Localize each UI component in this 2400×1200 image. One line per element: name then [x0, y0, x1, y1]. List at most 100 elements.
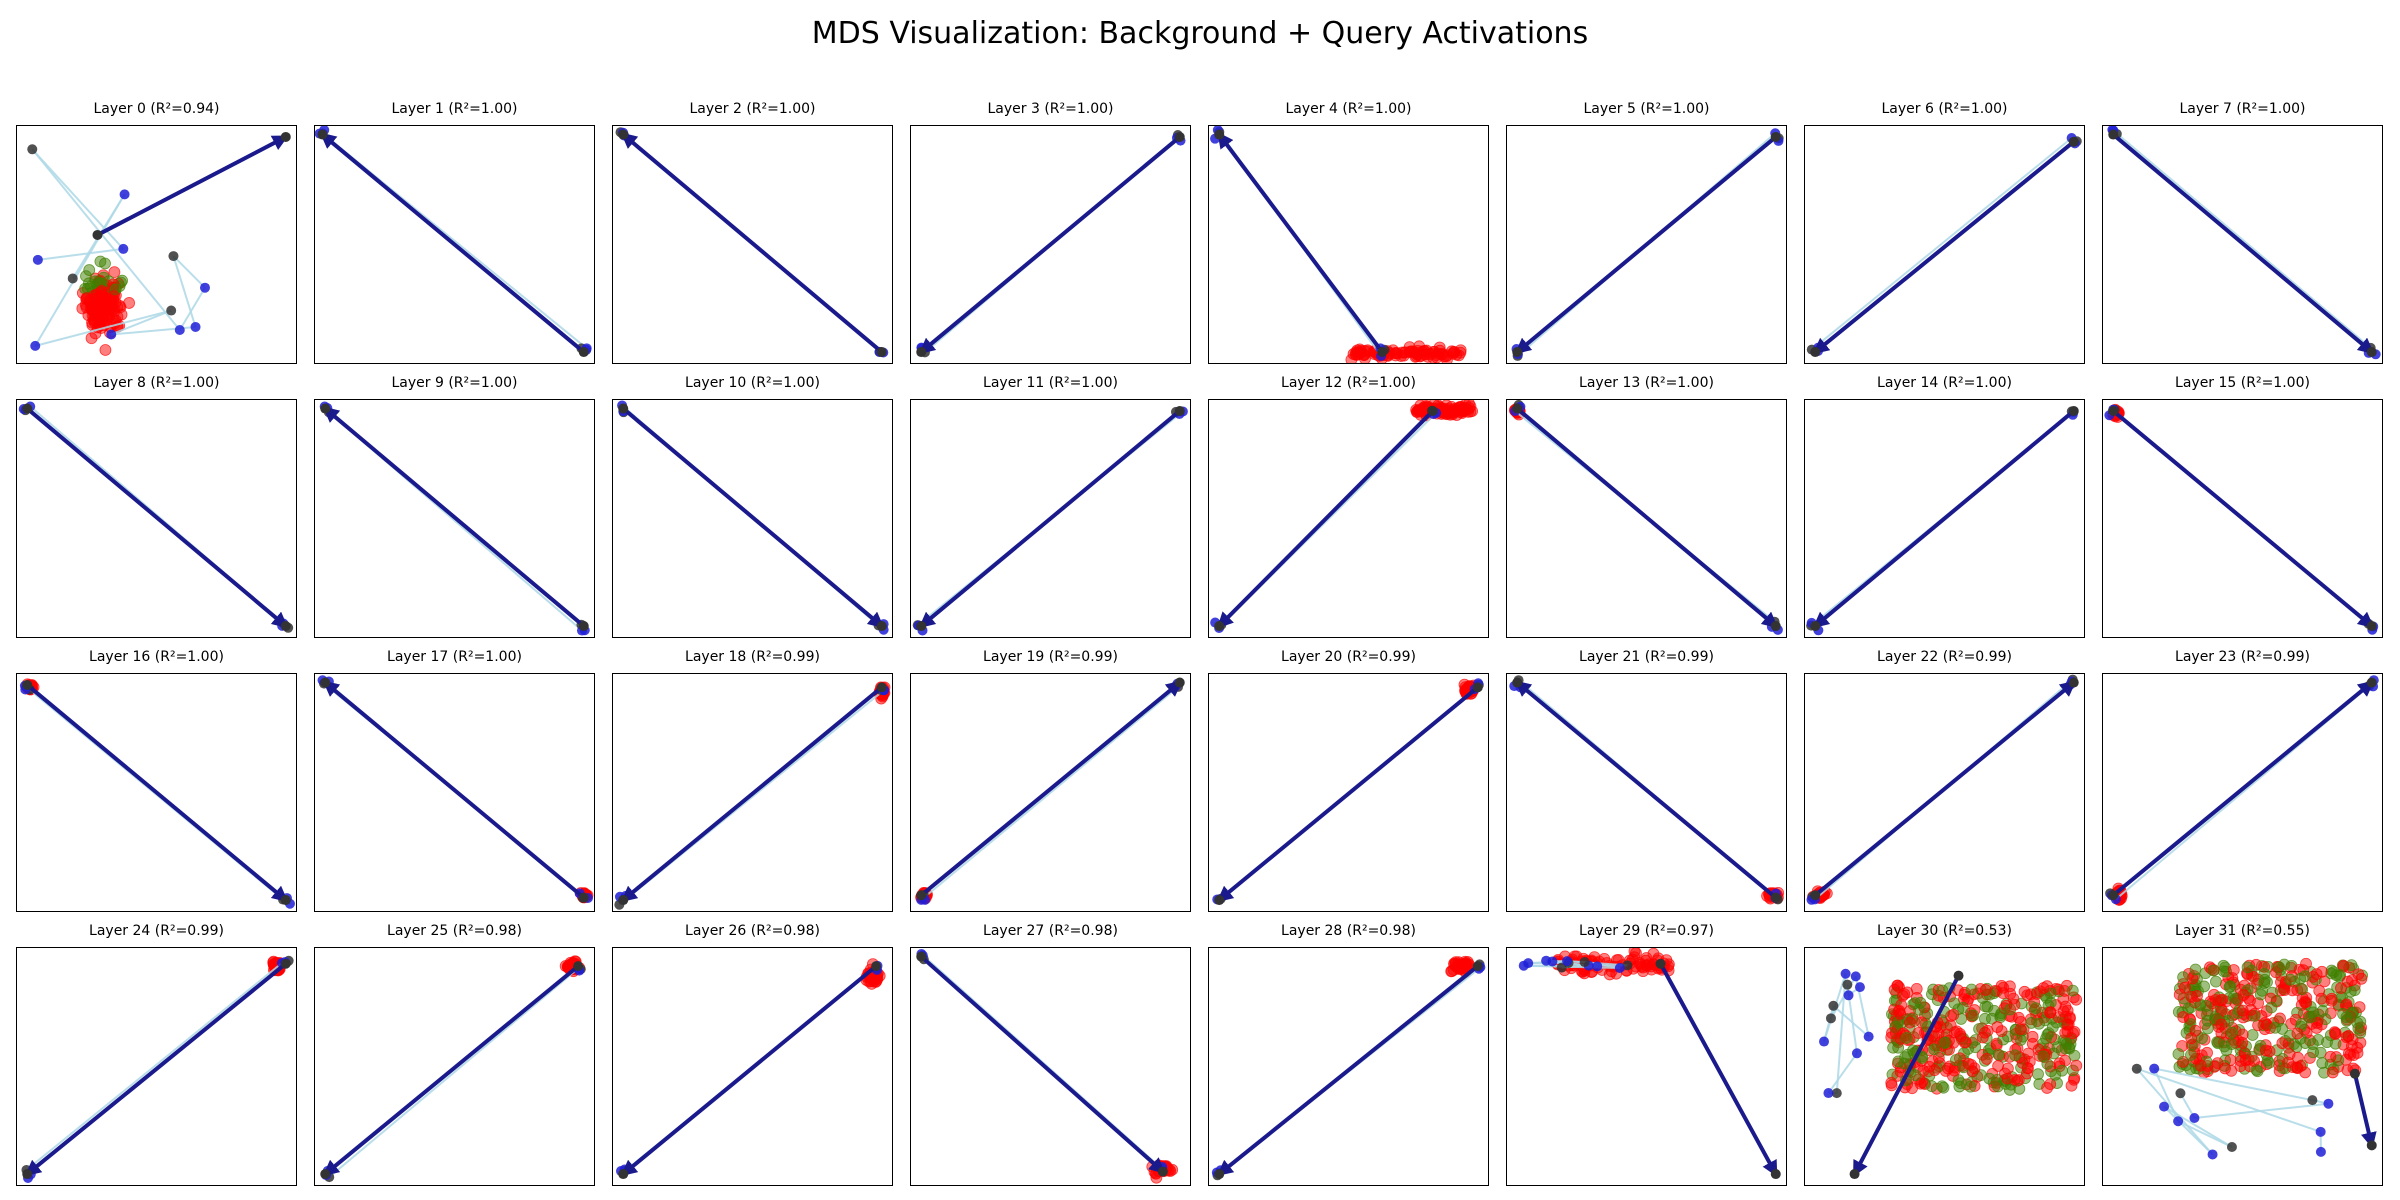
background-point-red	[2194, 1059, 2207, 1072]
panel-frame	[2102, 947, 2383, 1186]
background-point-red	[1896, 989, 1909, 1002]
layer-panel: Layer 6 (R²=1.00)	[1804, 101, 2085, 364]
start-point	[916, 890, 927, 901]
trajectory-segment	[920, 686, 1179, 901]
query-point	[1851, 1048, 1862, 1059]
panel-plot	[1804, 947, 2085, 1186]
main-arrow	[919, 955, 1166, 1174]
panel-plot	[910, 125, 1191, 364]
end-point	[1810, 621, 1821, 632]
panel-title: Layer 13 (R²=1.00)	[1579, 375, 1714, 391]
start-point	[573, 961, 584, 972]
panel-plot	[910, 399, 1191, 638]
panel-title: Layer 20 (R²=0.99)	[1281, 649, 1416, 665]
end-point	[1214, 1169, 1225, 1180]
background-point-red	[1449, 957, 1462, 970]
background-point-green	[2327, 966, 2340, 979]
end-point	[320, 677, 331, 688]
start-point	[1655, 958, 1666, 969]
background-point-red	[107, 290, 120, 303]
panel-plot	[314, 125, 595, 364]
main-arrow	[1216, 964, 1480, 1177]
layer-panel: Layer 17 (R²=1.00)	[314, 649, 595, 912]
background-point-red	[1885, 1077, 1898, 1089]
panel-plot	[910, 947, 1191, 1186]
start-point	[618, 403, 629, 414]
start-point	[280, 958, 291, 969]
background-point-green	[1898, 1057, 1910, 1070]
query-point	[30, 340, 41, 351]
panel-frame	[612, 947, 893, 1186]
layer-panel: Layer 1 (R²=1.00)	[314, 101, 595, 364]
layer-panel: Layer 30 (R²=0.53)	[1804, 923, 2085, 1186]
background-point-green	[2224, 980, 2237, 993]
query-point	[1592, 961, 1603, 972]
end-point	[1214, 895, 1225, 906]
end-point	[1770, 1169, 1781, 1180]
end-point	[1810, 347, 1821, 358]
layer-panel: Layer 4 (R²=1.00)	[1208, 101, 1489, 364]
background-point-red	[2014, 1023, 2027, 1036]
query-point	[1840, 968, 1851, 979]
background-point-green	[2307, 1046, 2320, 1059]
query-point	[32, 254, 43, 265]
background-point-red	[2061, 1025, 2074, 1038]
background-point-red	[2215, 1018, 2228, 1031]
panel-plot	[1208, 947, 1489, 1186]
panel-title: Layer 22 (R²=0.99)	[1877, 649, 2012, 665]
start-point	[1174, 405, 1185, 416]
layer-panel: Layer 25 (R²=0.98)	[314, 923, 595, 1186]
panel-title: Layer 2 (R²=1.00)	[689, 101, 816, 117]
start-point	[916, 951, 927, 962]
main-arrow	[322, 406, 586, 628]
background-point-green	[1950, 1054, 1962, 1066]
end-point	[916, 347, 927, 358]
trajectory-segment	[110, 309, 172, 336]
background-point-green	[2014, 1034, 2027, 1046]
end-point	[280, 621, 291, 632]
background-point-red	[2177, 1011, 2190, 1023]
layer-panel: Layer 5 (R²=1.00)	[1506, 101, 1787, 364]
panel-plot	[1208, 125, 1489, 364]
start-point	[92, 229, 103, 240]
background-point-green	[1979, 1012, 1991, 1025]
layer-panel: Layer 3 (R²=1.00)	[910, 101, 1191, 364]
background-point-red	[89, 314, 101, 327]
background-point-green	[2298, 970, 2311, 983]
end-point	[2068, 677, 2079, 688]
trajectory-segment	[2112, 129, 2372, 349]
background-point-red	[2329, 1028, 2342, 1040]
query-point	[2323, 1098, 2334, 1109]
trajectory-segment	[1523, 964, 1620, 970]
query-point	[2149, 1063, 2160, 1074]
layer-panel: Layer 0 (R²=0.94)	[16, 101, 297, 364]
background-point-red	[2326, 1066, 2339, 1079]
background-point-green	[1938, 1037, 1951, 1049]
panel-title: Layer 16 (R²=1.00)	[89, 649, 224, 665]
main-arrow	[25, 407, 289, 629]
start-point	[1512, 403, 1523, 414]
trajectory-segment	[37, 247, 124, 261]
background-point-red	[2324, 1050, 2337, 1063]
query-point	[1842, 979, 1853, 990]
layer-panel: Layer 24 (R²=0.99)	[16, 923, 297, 1186]
background-point-red	[1995, 1025, 2008, 1038]
main-arrow	[2111, 133, 2375, 355]
background-point-green	[1965, 983, 1978, 996]
query-point	[2131, 1063, 2142, 1074]
background-point-red	[1891, 979, 1904, 992]
trajectory-segment	[172, 255, 197, 328]
query-point	[1518, 960, 1529, 971]
start-point	[1770, 892, 1781, 903]
end-point	[1770, 621, 1781, 632]
layer-panel: Layer 21 (R²=0.99)	[1506, 649, 1787, 912]
panel-title: Layer 11 (R²=1.00)	[983, 375, 1118, 391]
panel-title: Layer 31 (R²=0.55)	[2175, 923, 2310, 939]
main-arrow	[319, 132, 586, 354]
panel-frame	[1208, 399, 1489, 638]
background-point-green	[2351, 1017, 2364, 1029]
background-point-red	[1980, 1053, 1993, 1065]
background-point-green	[2009, 1049, 2021, 1062]
layer-panel: Layer 12 (R²=1.00)	[1208, 375, 1489, 638]
